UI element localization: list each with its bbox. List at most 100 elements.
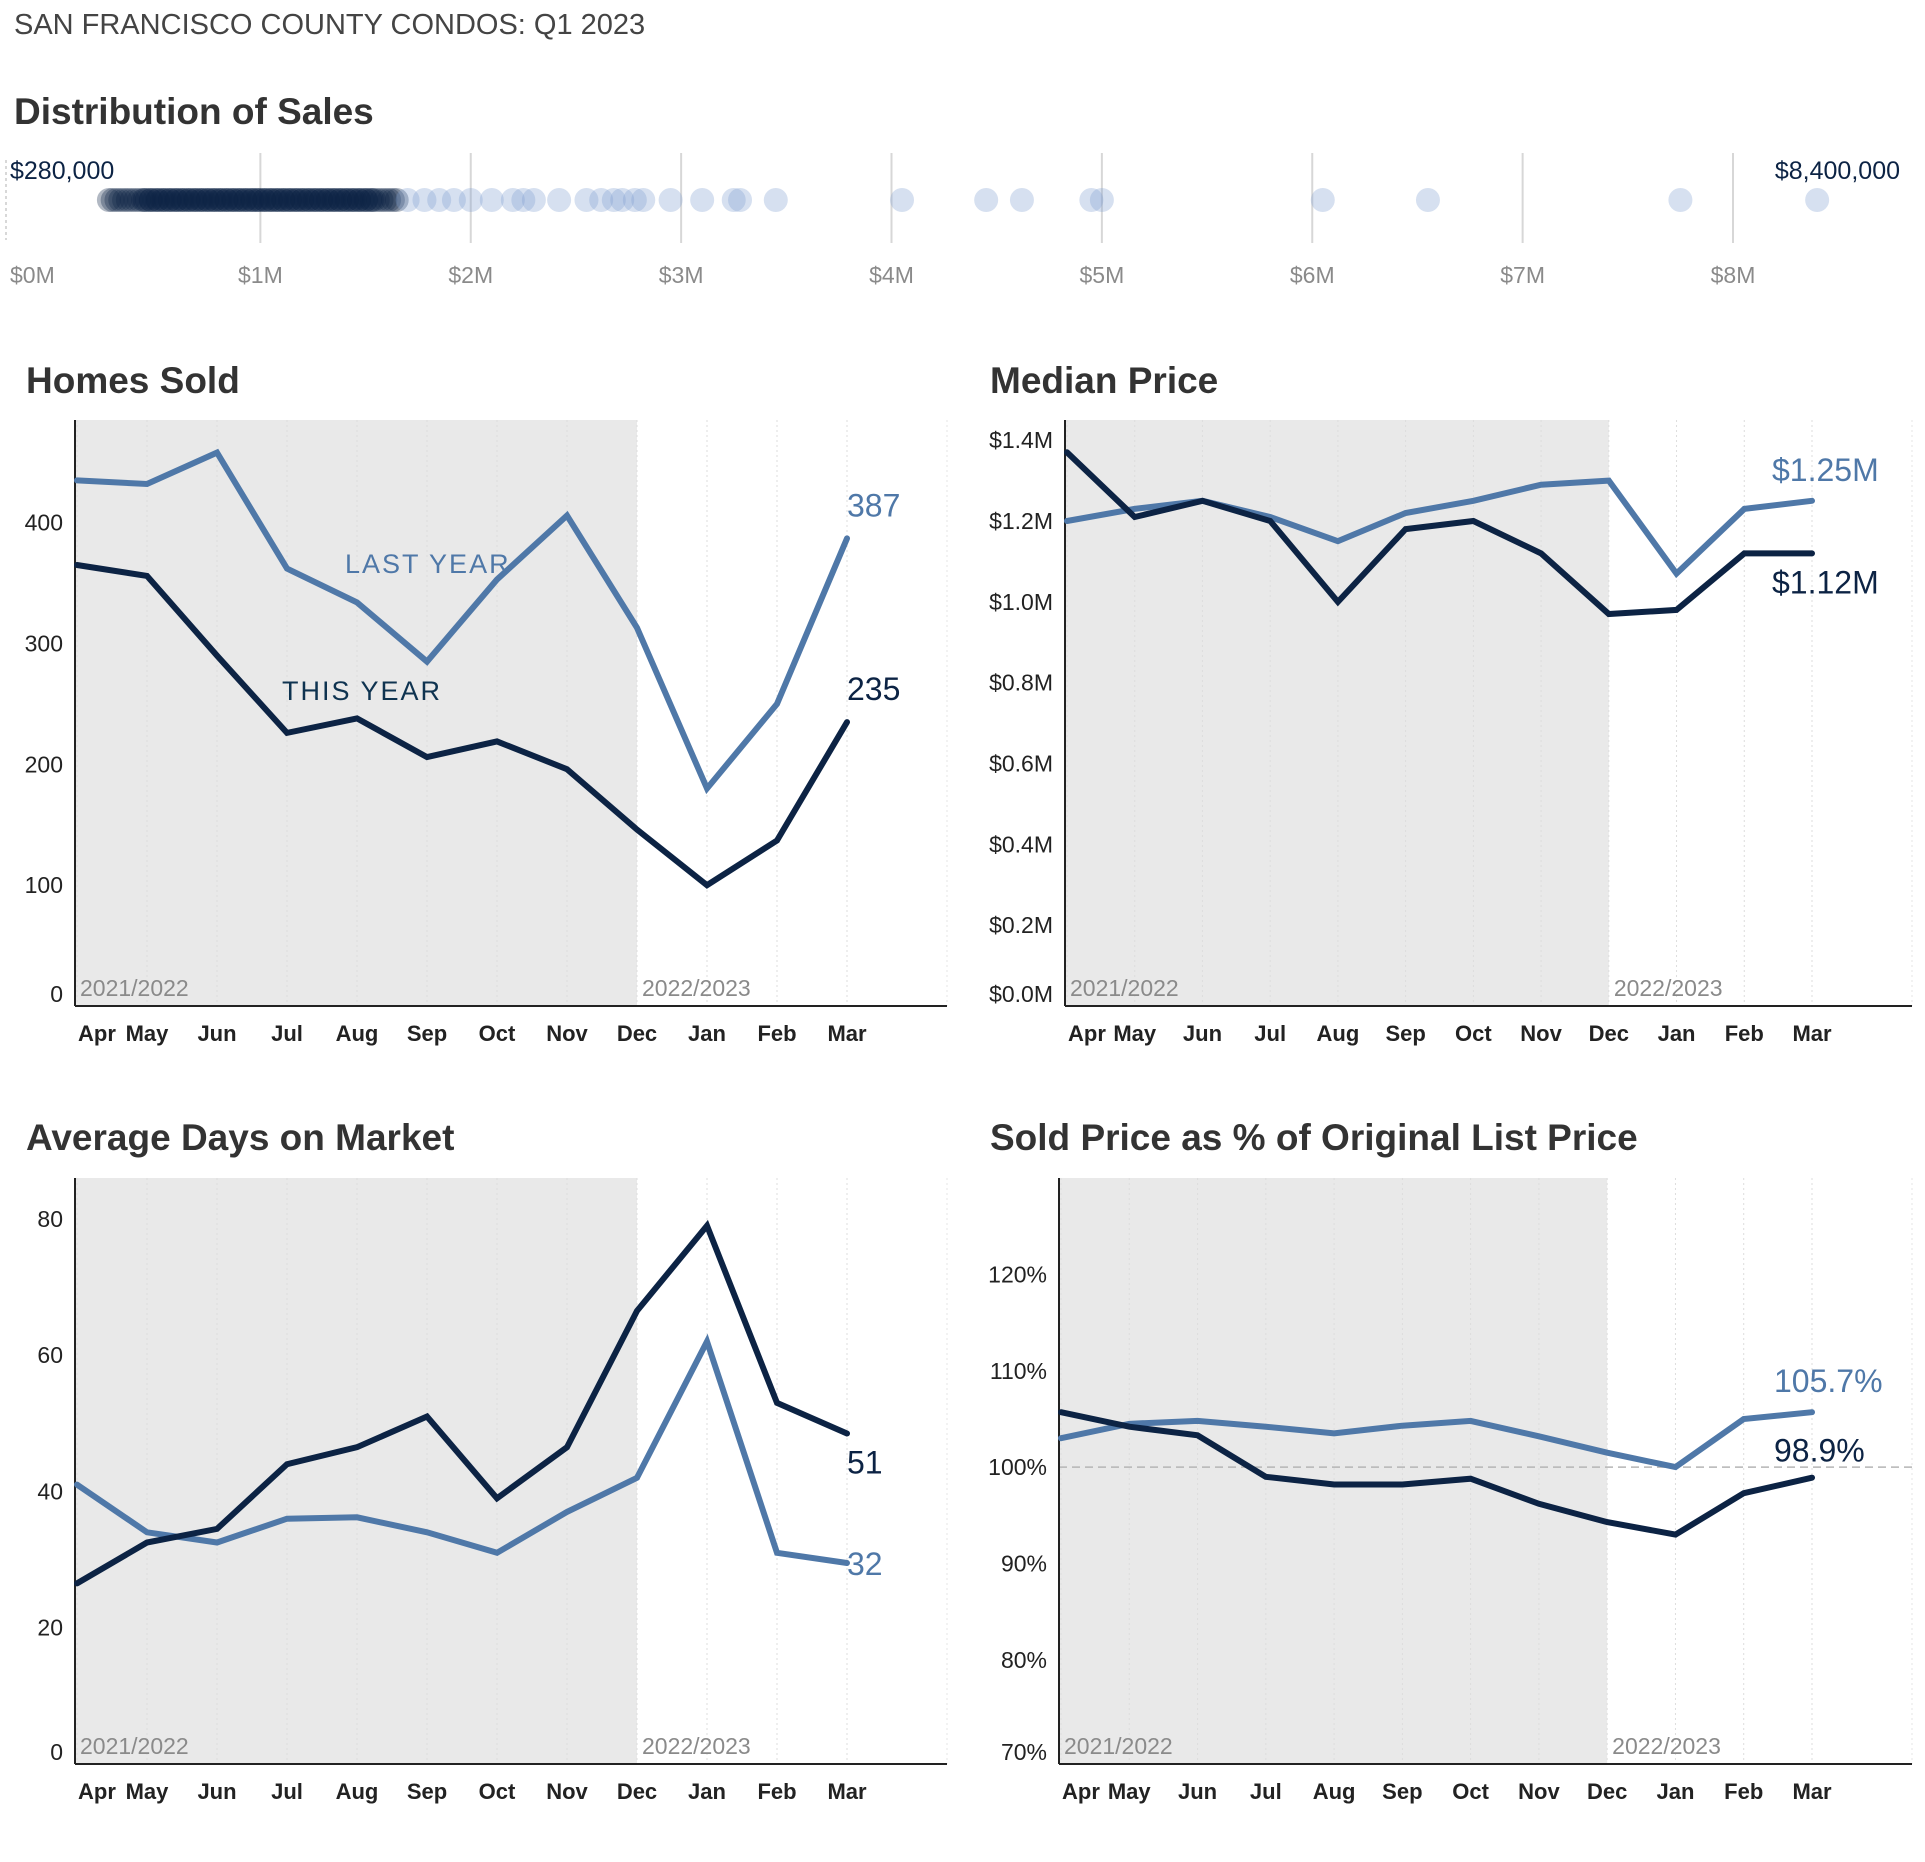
sale-dot <box>263 188 288 212</box>
sale-dot <box>233 188 258 212</box>
data-point <box>354 715 360 721</box>
data-point <box>1741 1490 1747 1496</box>
data-point <box>214 1526 220 1532</box>
sale-dot <box>252 188 277 212</box>
sale-dot <box>347 188 372 212</box>
sale-dot <box>297 188 322 212</box>
sale-dot <box>384 188 409 212</box>
data-point <box>774 837 780 843</box>
data-point <box>1064 518 1070 524</box>
distribution-x-tick-label: $2M <box>448 262 493 288</box>
x-tick-label: Apr <box>1062 1779 1100 1804</box>
sale-dot <box>301 188 326 212</box>
x-tick-label: Jan <box>1656 1779 1694 1804</box>
data-point <box>1604 1519 1610 1525</box>
data-point <box>354 1514 360 1520</box>
sale-dot <box>441 188 466 212</box>
sale-dot <box>112 188 137 212</box>
distribution-x-tick-label: $0M <box>10 262 55 288</box>
data-point <box>74 562 80 568</box>
sale-dot <box>146 188 171 212</box>
data-point <box>1606 478 1612 484</box>
sale-dot <box>115 188 140 212</box>
data-point <box>354 599 360 605</box>
sale-dot <box>123 188 148 212</box>
x-tick-label: May <box>126 1779 170 1804</box>
sale-dot <box>1009 188 1034 212</box>
this-year-line <box>74 562 850 889</box>
y-tick-label: 70% <box>1001 1739 1047 1765</box>
chart-title: Median Price <box>990 360 1218 401</box>
x-tick-label: Dec <box>1589 1021 1629 1046</box>
x-tick-label: Nov <box>1518 1779 1560 1804</box>
data-point <box>634 1475 640 1481</box>
data-point <box>634 625 640 631</box>
y-tick-label: 110% <box>990 1358 1047 1384</box>
sale-dot <box>354 188 379 212</box>
period-label: 2021/2022 <box>80 1733 189 1759</box>
sale-dot <box>195 188 220 212</box>
x-tick-label: Jun <box>1183 1021 1222 1046</box>
sale-dot <box>361 188 386 212</box>
sale-dot <box>340 188 365 212</box>
sale-dot <box>350 188 375 212</box>
sale-dot <box>346 188 371 212</box>
x-tick-label: Aug <box>1313 1779 1356 1804</box>
sale-dot <box>324 188 349 212</box>
x-tick-label: Jul <box>1254 1021 1286 1046</box>
sale-dot <box>202 188 227 212</box>
sale-dot <box>721 188 746 212</box>
x-tick-label: May <box>1113 1021 1157 1046</box>
sale-dot <box>157 188 182 212</box>
data-point <box>1606 611 1612 617</box>
sale-dot <box>221 188 246 212</box>
data-point <box>1741 506 1747 512</box>
sale-dot <box>511 188 536 212</box>
period-label: 2022/2023 <box>1612 1733 1721 1759</box>
data-point <box>1672 1532 1678 1538</box>
sale-dot <box>277 188 302 212</box>
sale-dot <box>229 188 254 212</box>
sale-dot <box>610 188 635 212</box>
data-point <box>1199 498 1205 504</box>
y-tick-label: 400 <box>25 510 63 536</box>
distribution-x-tick-label: $6M <box>1290 262 1335 288</box>
sale-dot <box>151 188 176 212</box>
sale-dot <box>184 188 209 212</box>
data-point <box>1809 550 1815 556</box>
data-point <box>564 766 570 772</box>
data-point <box>774 701 780 707</box>
sale-dot <box>658 188 683 212</box>
last-year-line <box>74 1333 850 1566</box>
sale-dot <box>369 188 394 212</box>
series-end-label: $1.12M <box>1772 564 1879 600</box>
data-point <box>74 1580 80 1586</box>
data-point <box>1132 506 1138 512</box>
data-point <box>844 719 850 725</box>
distribution-title: Distribution of Sales <box>14 91 374 132</box>
sale-dot <box>1668 188 1693 212</box>
data-point <box>214 450 220 456</box>
x-tick-label: Jun <box>197 1779 236 1804</box>
x-tick-label: Mar <box>827 1779 867 1804</box>
data-point <box>1741 550 1747 556</box>
sale-dot <box>312 188 337 212</box>
sale-dot <box>153 188 178 212</box>
sale-dot <box>274 188 299 212</box>
sale-dot <box>395 188 420 212</box>
x-tick-label: Aug <box>1317 1021 1360 1046</box>
days-on-market-panel: Average Days on Market 0 20 40 60 80 Apr May Jun… <box>26 1117 948 1804</box>
y-tick-label: 200 <box>25 751 63 777</box>
sale-dot <box>974 188 999 212</box>
x-tick-label: Sep <box>1382 1779 1422 1804</box>
sale-dot <box>284 188 309 212</box>
data-point <box>1126 1424 1132 1430</box>
data-point <box>1741 1416 1747 1422</box>
data-point <box>1538 482 1544 488</box>
data-point <box>1331 1430 1337 1436</box>
x-tick-label: Jul <box>271 1779 303 1804</box>
y-tick-label: 100 <box>25 872 63 898</box>
x-tick-label: Apr <box>78 1779 116 1804</box>
data-point <box>1536 1501 1542 1507</box>
data-point <box>1538 550 1544 556</box>
